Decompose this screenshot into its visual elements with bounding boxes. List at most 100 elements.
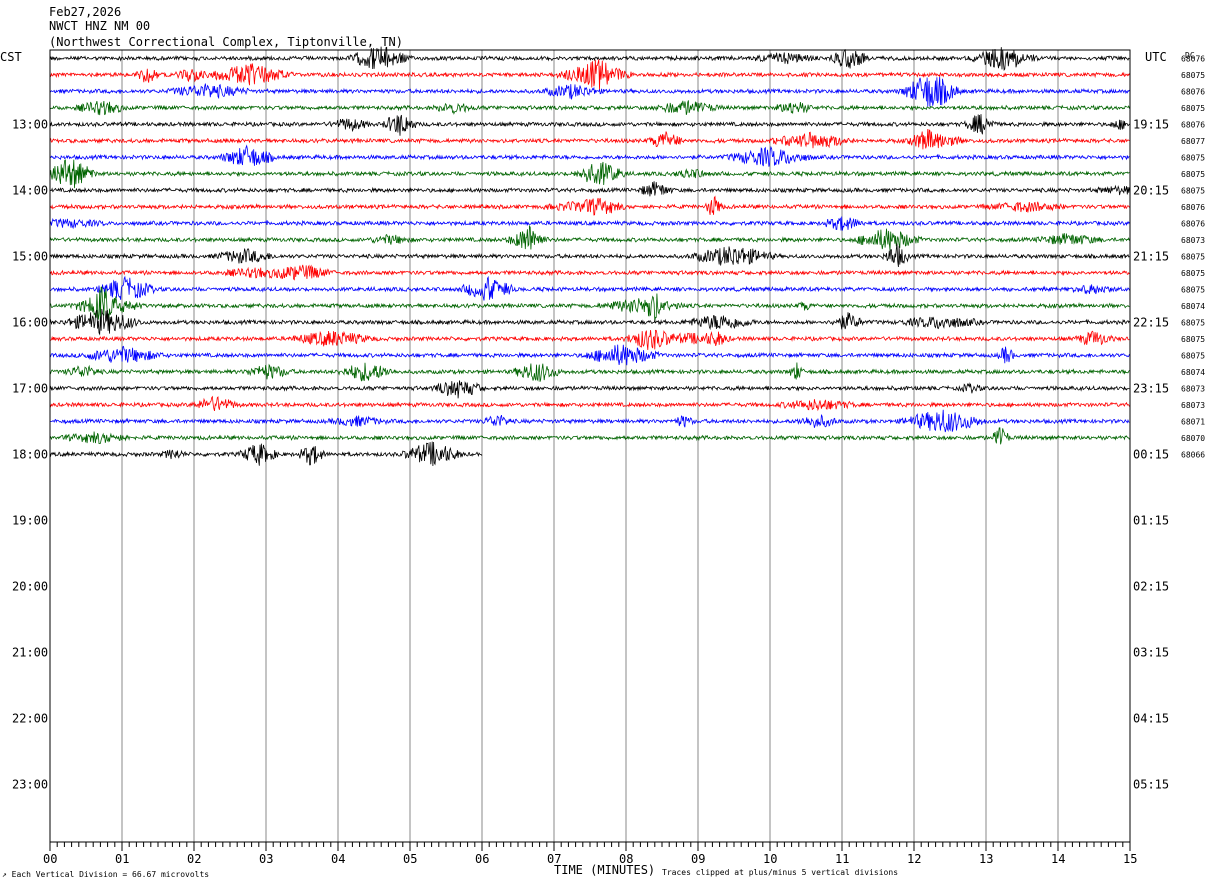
left-hour-label: 15:00 (12, 249, 48, 263)
dc-offset-label: 68075 (1181, 186, 1205, 195)
x-tick-label: 00 (43, 852, 57, 866)
x-tick-label: 11 (835, 852, 849, 866)
trace-line (49, 344, 1130, 366)
x-tick-label: 13 (979, 852, 993, 866)
trace-line (49, 395, 1130, 412)
x-tick-label: 04 (331, 852, 345, 866)
x-tick-label: 06 (475, 852, 489, 866)
seismic-traces (49, 46, 1130, 467)
dc-offset-label: 68076 (1181, 219, 1205, 228)
right-hour-label: 00:15 (1133, 447, 1169, 461)
trace-line (49, 216, 1130, 231)
dc-offset-label: 68075 (1181, 71, 1205, 80)
right-hour-label: 19:15 (1133, 117, 1169, 131)
dc-offset-label: 68074 (1181, 368, 1205, 377)
plot-frame (49, 49, 1131, 843)
x-axis: 00 01 02 03 04 05 06 07 08 09 10 11 12 13 14 15 (43, 842, 1137, 866)
x-tick-label: 07 (547, 852, 561, 866)
dc-offset-label: 68073 (1181, 384, 1205, 393)
station-label: NWCT HNZ NM 00 (49, 19, 151, 33)
trace-line (49, 243, 1130, 268)
trace-line (49, 409, 1130, 433)
right-hour-label: 23:15 (1133, 381, 1169, 395)
scale-note-text: Each Vertical Division = 66.67 microvolt… (12, 870, 210, 879)
right-hour-label: 02:15 (1133, 579, 1169, 593)
dc-offset-label: 68076 (1181, 203, 1205, 212)
trace-line (49, 59, 1130, 91)
x-tick-label: 14 (1051, 852, 1065, 866)
right-hour-label: 04:15 (1133, 711, 1169, 725)
clip-note: Traces clipped at plus/minus 5 vertical … (662, 868, 898, 877)
right-hour-label: 21:15 (1133, 249, 1169, 263)
dc-offset-label: 68076 (1181, 87, 1205, 96)
dc-offset-label: 68071 (1181, 417, 1205, 426)
x-tick-label: 15 (1123, 852, 1137, 866)
dc-offset-label: 68070 (1181, 434, 1205, 443)
left-hour-label: 21:00 (12, 645, 48, 659)
scale-arrow-icon: ↗ (2, 870, 12, 879)
left-hour-label: 18:00 (12, 447, 48, 461)
scale-note: ↗ Each Vertical Division = 66.67 microvo… (2, 870, 209, 879)
left-hour-label: 16:00 (12, 315, 48, 329)
x-tick-label: 10 (763, 852, 777, 866)
trace-line (49, 427, 1130, 445)
x-tick-label: 03 (259, 852, 273, 866)
dc-offset-label: 68073 (1181, 236, 1205, 245)
trace-line (49, 441, 483, 467)
right-timezone-label: UTC (1145, 50, 1167, 64)
dc-header-label: DC (1185, 51, 1195, 60)
left-timezone-label: CST (0, 50, 22, 64)
right-hour-label: 22:15 (1133, 315, 1169, 329)
trace-line (49, 144, 1130, 167)
right-hour-label: 05:15 (1133, 777, 1169, 791)
dc-offset-label: 68076 (1181, 54, 1205, 63)
trace-line (49, 275, 1130, 301)
right-hour-label: 20:15 (1133, 183, 1169, 197)
trace-line (49, 76, 1130, 107)
dc-offset-label: 68075 (1181, 285, 1205, 294)
dc-offset-label: 68075 (1181, 104, 1205, 113)
trace-line (49, 114, 1130, 136)
dc-offset-label: 68075 (1181, 269, 1205, 278)
left-hour-label: 23:00 (12, 777, 48, 791)
time-labels: 13:00 14:00 15:00 16:00 17:00 18:00 19:00 20:00… (12, 54, 1205, 791)
x-tick-label: 08 (619, 852, 633, 866)
x-tick-label: 12 (907, 852, 921, 866)
trace-line (49, 308, 1130, 336)
dc-offset-label: 68075 (1181, 252, 1205, 261)
x-tick-label: 05 (403, 852, 417, 866)
left-hour-label: 14:00 (12, 183, 48, 197)
x-tick-label: 09 (691, 852, 705, 866)
trace-line (49, 224, 1130, 251)
left-hour-label: 19:00 (12, 513, 48, 527)
dc-offset-label: 68066 (1181, 450, 1205, 459)
date-label: Feb27,2026 (49, 5, 122, 19)
trace-line (49, 100, 1130, 116)
x-tick-label: 01 (115, 852, 129, 866)
trace-line (49, 329, 1130, 351)
left-hour-label: 13:00 (12, 117, 48, 131)
right-hour-label: 03:15 (1133, 645, 1169, 659)
trace-line (49, 264, 1130, 281)
left-hour-label: 22:00 (12, 711, 48, 725)
trace-line (49, 286, 1130, 322)
x-axis-title: TIME (MINUTES) (554, 863, 655, 877)
dc-offset-label: 68077 (1181, 137, 1205, 146)
dc-offset-label: 68074 (1181, 302, 1205, 311)
trace-line (49, 46, 1130, 71)
dc-offset-label: 68075 (1181, 170, 1205, 179)
dc-offset-label: 68075 (1181, 351, 1205, 360)
dc-offset-label: 68075 (1181, 335, 1205, 344)
dc-offset-label: 68076 (1181, 120, 1205, 129)
trace-line (49, 128, 1130, 150)
dc-offset-label: 68075 (1181, 153, 1205, 162)
right-hour-label: 01:15 (1133, 513, 1169, 527)
trace-line (49, 181, 1130, 197)
dc-offset-label: 68073 (1181, 401, 1205, 410)
location-label: (Northwest Correctional Complex, Tiptonv… (49, 35, 404, 49)
left-hour-label: 20:00 (12, 579, 48, 593)
trace-line (49, 380, 1130, 399)
trace-line (49, 362, 1130, 382)
trace-line (49, 159, 1130, 189)
